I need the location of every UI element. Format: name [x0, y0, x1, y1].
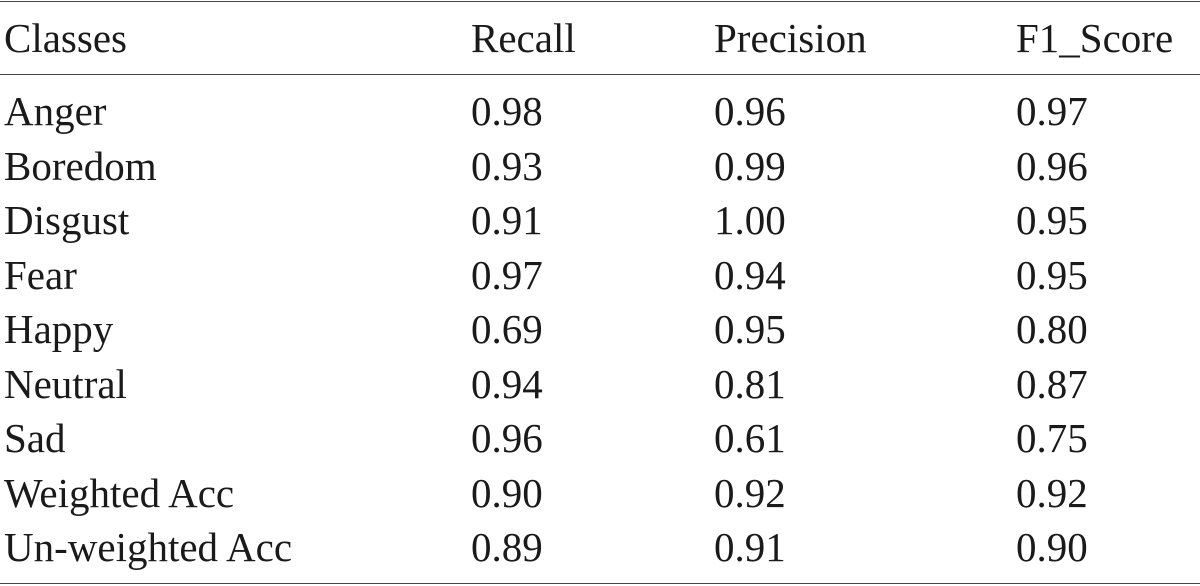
recall-cell: 0.69 [471, 306, 543, 352]
table-row: Neutral 0.94 0.81 0.87 [0, 357, 1200, 411]
precision-cell: 0.94 [714, 251, 786, 298]
f1-score-cell: 0.87 [1016, 360, 1088, 407]
class-cell: Neutral [4, 360, 127, 407]
precision-cell: 0.81 [714, 360, 786, 407]
class-cell: Sad [4, 415, 66, 461]
table-row: Un-weighted Acc 0.89 0.91 0.90 [0, 520, 1200, 574]
precision-cell: 0.91 [714, 524, 786, 570]
f1-score-cell: 0.92 [1016, 469, 1088, 516]
class-cell: Weighted Acc [4, 469, 235, 516]
f1-score-cell: 0.95 [1016, 251, 1088, 298]
precision-cell: 0.61 [714, 415, 786, 461]
table-row: Anger 0.98 0.96 0.97 [0, 84, 1200, 138]
f1-score-cell: 0.75 [1016, 415, 1088, 461]
f1-score-cell: 0.80 [1016, 306, 1088, 352]
class-cell: Un-weighted Acc [4, 524, 293, 570]
recall-cell: 0.89 [471, 524, 543, 570]
precision-cell: 0.99 [714, 142, 786, 189]
precision-cell: 1.00 [714, 197, 786, 243]
table-row: Disgust 0.91 1.00 0.95 [0, 193, 1200, 247]
f1-score-cell: 0.95 [1016, 197, 1088, 243]
f1-score-cell: 0.97 [1016, 88, 1088, 134]
class-cell: Anger [4, 88, 107, 134]
class-cell: Disgust [4, 197, 130, 243]
table-header-rule [0, 74, 1200, 75]
column-header-recall: Recall [471, 15, 576, 61]
column-header-precision: Precision [714, 15, 867, 61]
precision-cell: 0.96 [714, 88, 786, 134]
recall-cell: 0.94 [471, 360, 543, 407]
table-row: Weighted Acc 0.90 0.92 0.92 [0, 466, 1200, 520]
column-header-f1-score: F1_Score [1016, 15, 1174, 61]
table-bottom-rule [0, 583, 1200, 584]
precision-cell: 0.92 [714, 469, 786, 516]
class-cell: Happy [4, 306, 114, 352]
recall-cell: 0.93 [471, 142, 543, 189]
recall-cell: 0.96 [471, 415, 543, 461]
table-row: Fear 0.97 0.94 0.95 [0, 248, 1200, 302]
precision-cell: 0.95 [714, 306, 786, 352]
f1-score-cell: 0.90 [1016, 524, 1088, 570]
f1-score-cell: 0.96 [1016, 142, 1088, 189]
table-row: Boredom 0.93 0.99 0.96 [0, 139, 1200, 193]
recall-cell: 0.90 [471, 469, 543, 516]
class-cell: Boredom [4, 142, 157, 189]
recall-cell: 0.98 [471, 88, 543, 134]
table-header-row: Classes Recall Precision F1_Score [0, 11, 1200, 65]
recall-cell: 0.91 [471, 197, 543, 243]
recall-cell: 0.97 [471, 251, 543, 298]
table-top-rule [0, 1, 1200, 2]
column-header-classes: Classes [4, 15, 127, 61]
class-cell: Fear [4, 251, 77, 298]
table-row: Happy 0.69 0.95 0.80 [0, 302, 1200, 356]
table-row: Sad 0.96 0.61 0.75 [0, 411, 1200, 465]
